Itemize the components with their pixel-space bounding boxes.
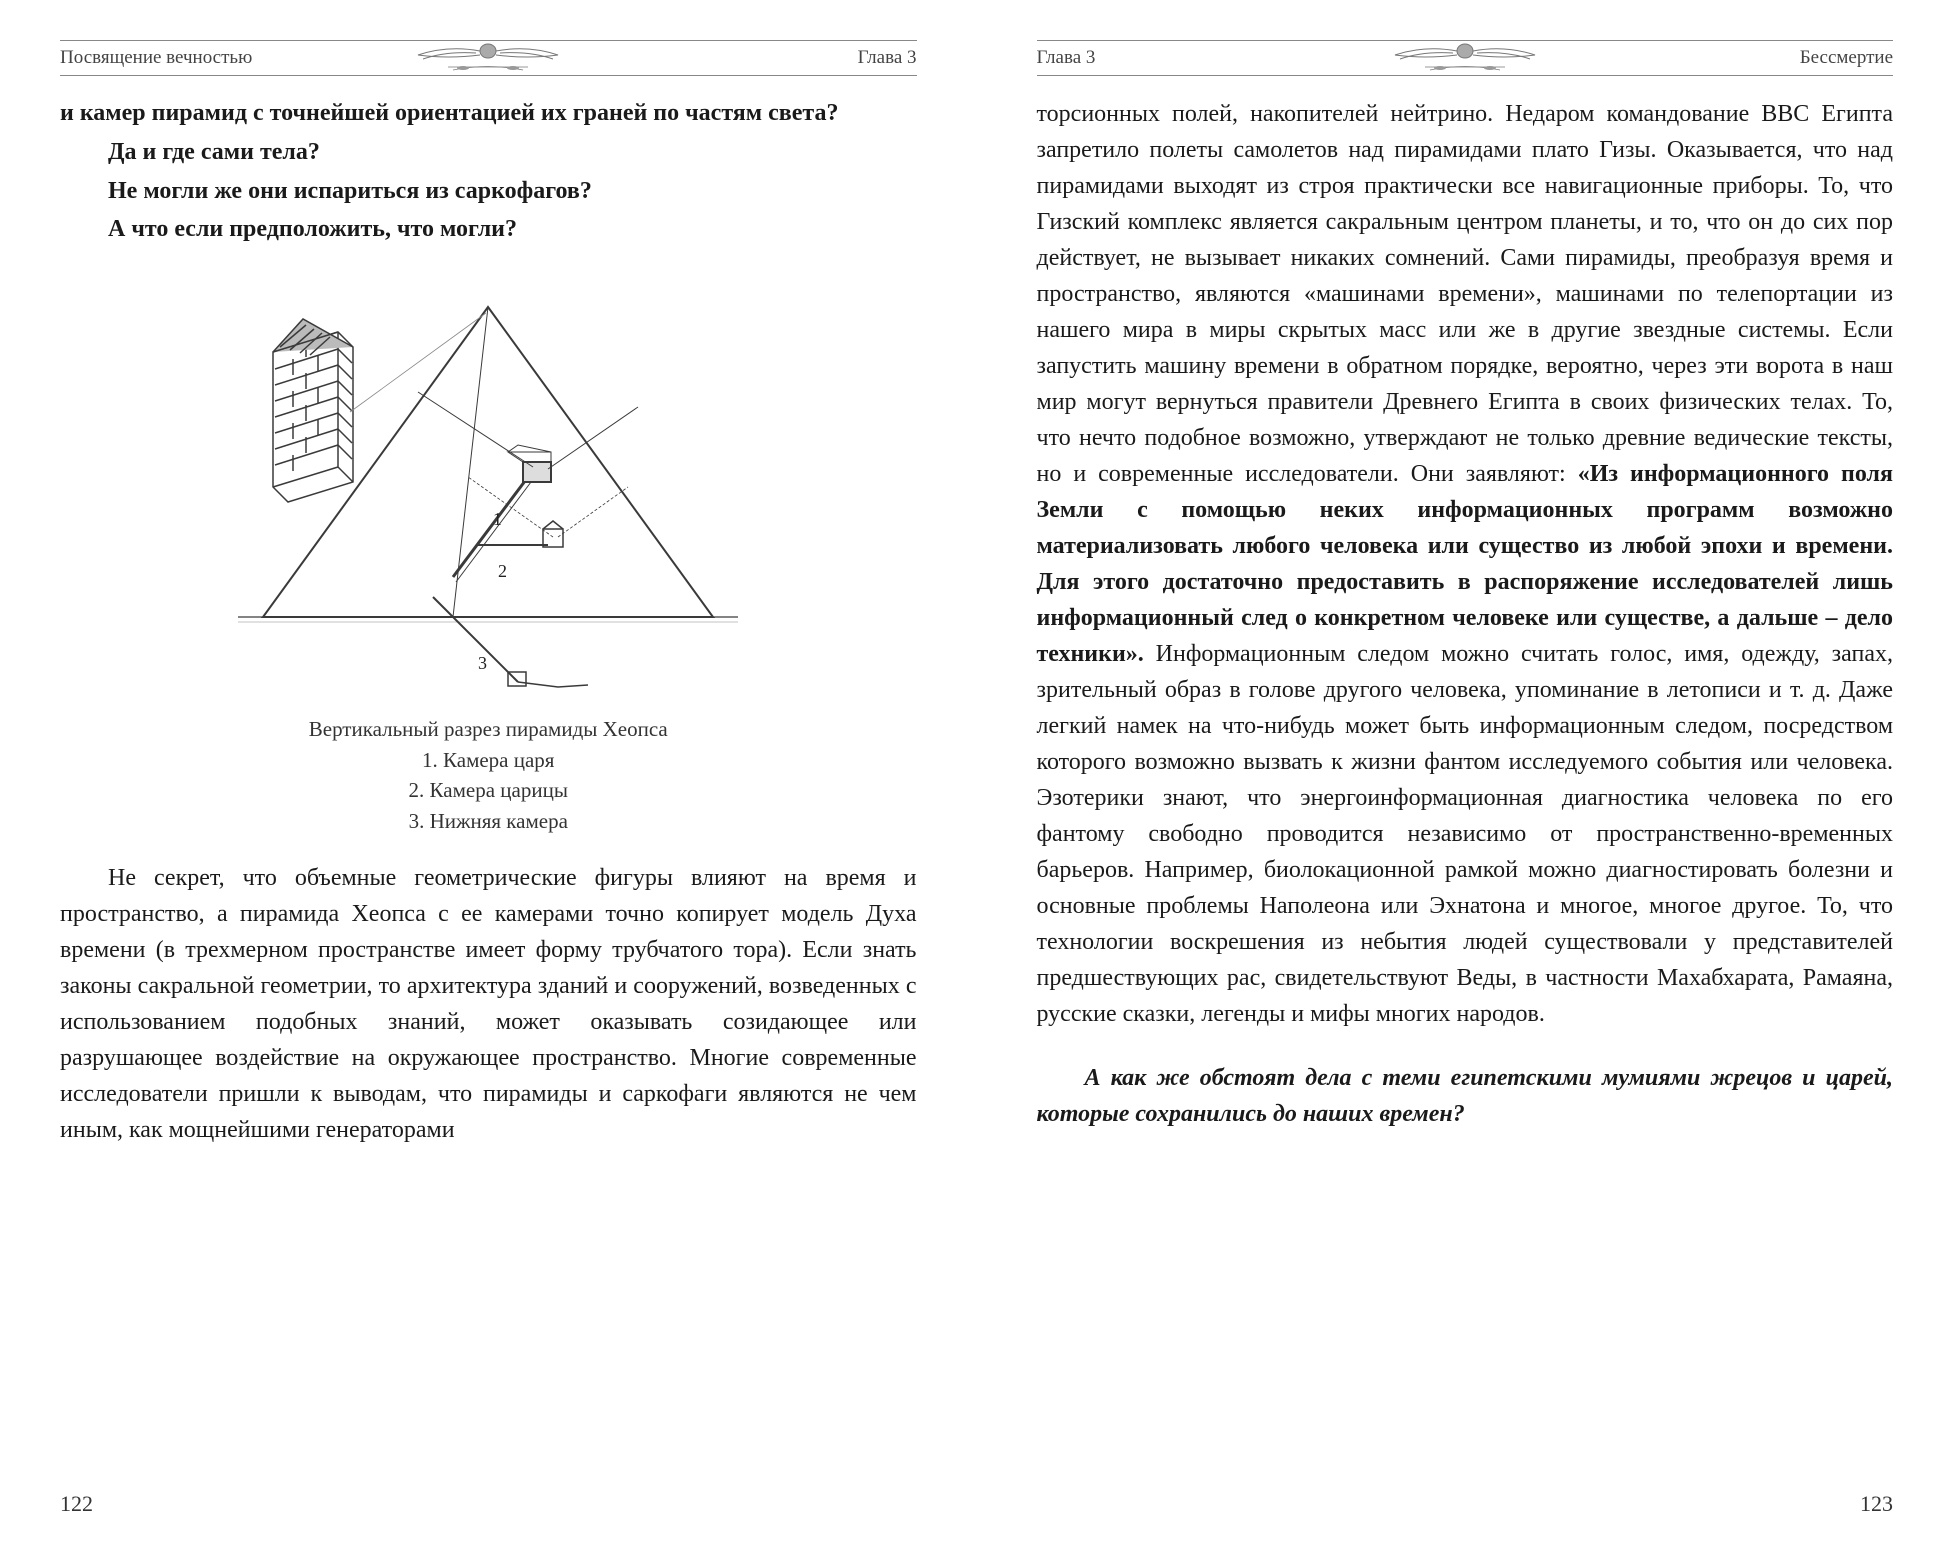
question-3: Не могли же они испариться из саркофагов… bbox=[60, 174, 917, 209]
italic-question: А как же обстоят дела с теми египетскими… bbox=[1037, 1060, 1894, 1132]
body-bold-quote: «Из информационного поля Земли с помощью… bbox=[1037, 461, 1894, 667]
page-content-right: торсионных полей, накопителей нейтрино. … bbox=[1037, 96, 1894, 1515]
body-paragraph-right: торсионных полей, накопителей нейтрино. … bbox=[1037, 96, 1894, 1032]
page-number: 123 bbox=[1860, 1491, 1893, 1517]
page-content-left: и камер пирамид с точнейшей ориентацией … bbox=[60, 96, 917, 1515]
winged-ornament-icon bbox=[398, 37, 578, 79]
running-title: Бессмертие bbox=[1800, 47, 1893, 69]
caption-line-3: 3. Нижняя камера bbox=[60, 806, 917, 836]
pyramid-diagram: 1 2 3 Вертикальный разрез пирамиды Хеопс… bbox=[60, 277, 917, 836]
body-post: Информационным следом можно считать голо… bbox=[1037, 641, 1894, 1027]
question-1: и камер пирамид с точнейшей ориентацией … bbox=[60, 96, 917, 131]
caption-line-2: 2. Камера царицы bbox=[60, 775, 917, 805]
chapter-label: Глава 3 bbox=[1037, 47, 1096, 69]
page-right: Глава 3 Бессмертие торсионных полей, bbox=[977, 0, 1953, 1545]
winged-ornament-icon bbox=[1375, 37, 1555, 79]
pyramid-cross-section-icon: 1 2 3 bbox=[218, 277, 758, 702]
caption-title: Вертикальный разрез пирамиды Хеопса bbox=[60, 714, 917, 744]
page-header-left: Посвящение вечностью Глава 3 bbox=[60, 40, 917, 76]
chapter-label: Глава 3 bbox=[858, 47, 917, 69]
page-number: 122 bbox=[60, 1491, 93, 1517]
page-left: Посвящение вечностью Глава 3 и камер пир… bbox=[0, 0, 977, 1545]
diagram-label-1: 1 bbox=[493, 509, 502, 529]
question-4: А что если предположить, что могли? bbox=[60, 212, 917, 247]
diagram-caption: Вертикальный разрез пирамиды Хеопса 1. К… bbox=[60, 714, 917, 836]
page-header-right: Глава 3 Бессмертие bbox=[1037, 40, 1894, 76]
body-pre: торсионных полей, накопителей нейтрино. … bbox=[1037, 101, 1894, 487]
diagram-label-3: 3 bbox=[478, 653, 487, 673]
caption-line-1: 1. Камера царя bbox=[60, 745, 917, 775]
question-2: Да и где сами тела? bbox=[60, 135, 917, 170]
running-title: Посвящение вечностью bbox=[60, 47, 252, 69]
diagram-label-2: 2 bbox=[498, 561, 507, 581]
body-paragraph-left: Не секрет, что объемные геометрические ф… bbox=[60, 860, 917, 1148]
